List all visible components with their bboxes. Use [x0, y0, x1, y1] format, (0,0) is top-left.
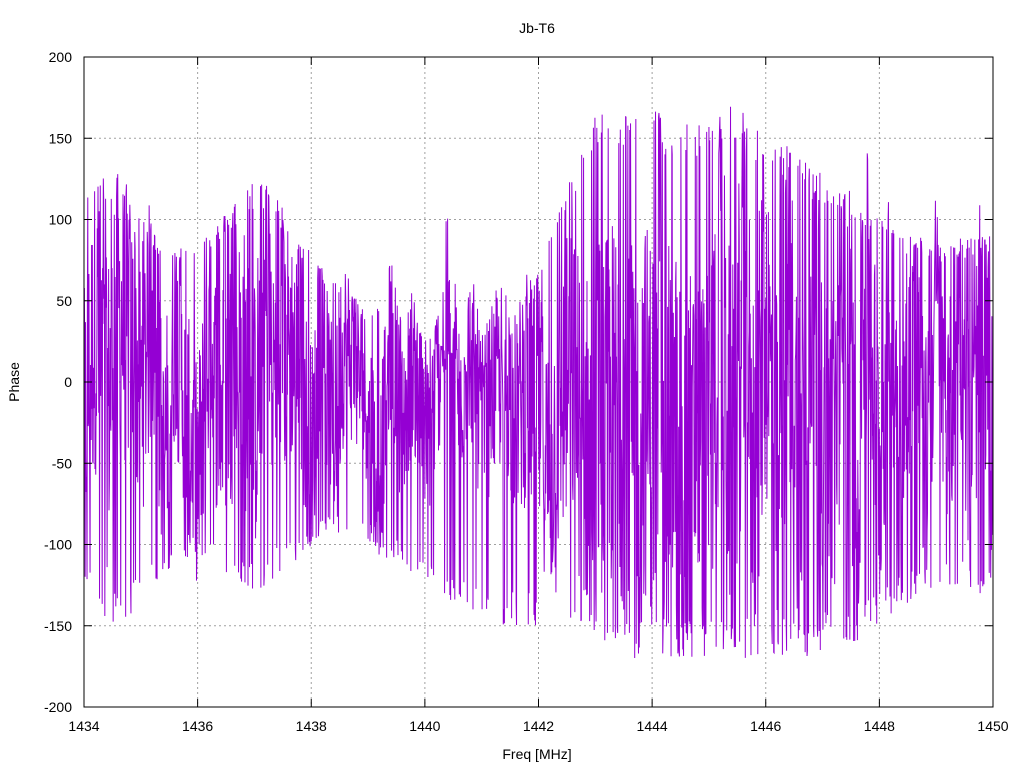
x-axis-title: Freq [MHz]	[502, 746, 571, 762]
x-tick-label: 1446	[750, 718, 781, 734]
x-tick-label: 1448	[864, 718, 895, 734]
y-tick-label: 100	[49, 212, 73, 228]
x-tick-label: 1440	[409, 718, 440, 734]
y-tick-label: -200	[44, 699, 72, 715]
y-tick-label: -100	[44, 537, 72, 553]
y-tick-label: -50	[52, 455, 72, 471]
y-tick-label: 50	[56, 293, 72, 309]
y-tick-label: 200	[49, 49, 73, 65]
x-tick-label: 1442	[523, 718, 554, 734]
x-tick-label: 1434	[68, 718, 99, 734]
x-tick-label: 1436	[182, 718, 213, 734]
x-tick-label: 1444	[637, 718, 668, 734]
y-axis-title: Phase	[6, 362, 22, 402]
chart-title: Jb-T6	[519, 20, 555, 36]
y-tick-label: 0	[64, 374, 72, 390]
y-tick-label: -150	[44, 618, 72, 634]
x-tick-label: 1438	[296, 718, 327, 734]
x-tick-label: 1450	[977, 718, 1008, 734]
series-line-0	[83, 106, 994, 659]
tick-labels: 1434 1436 1438 1440 1442 1444 1446 1448 1450 -200…	[44, 49, 1009, 734]
y-tick-label: 150	[49, 130, 73, 146]
series-phase	[83, 106, 994, 659]
axes	[83, 56, 994, 708]
